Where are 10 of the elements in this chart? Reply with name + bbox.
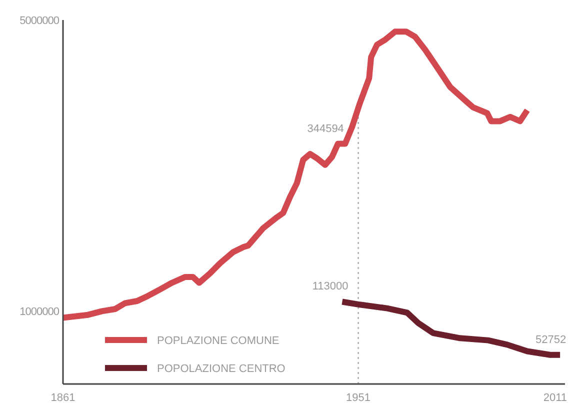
x-tick-label: 2011 (543, 392, 567, 403)
annotation: 344594 (307, 122, 344, 135)
annotation: 52752 (535, 334, 566, 346)
y-tick-label: 5000000 (20, 14, 60, 27)
legend-label: POPLAZIONE COMUNE (157, 334, 280, 347)
y-tick-label: 1000000 (20, 306, 60, 318)
x-tick-label: 1951 (346, 392, 371, 403)
x-tick-label: 1861 (50, 392, 76, 403)
annotation: 113000 (312, 280, 348, 293)
legend-label: POPOLAZIONE CENTRO (157, 362, 286, 375)
